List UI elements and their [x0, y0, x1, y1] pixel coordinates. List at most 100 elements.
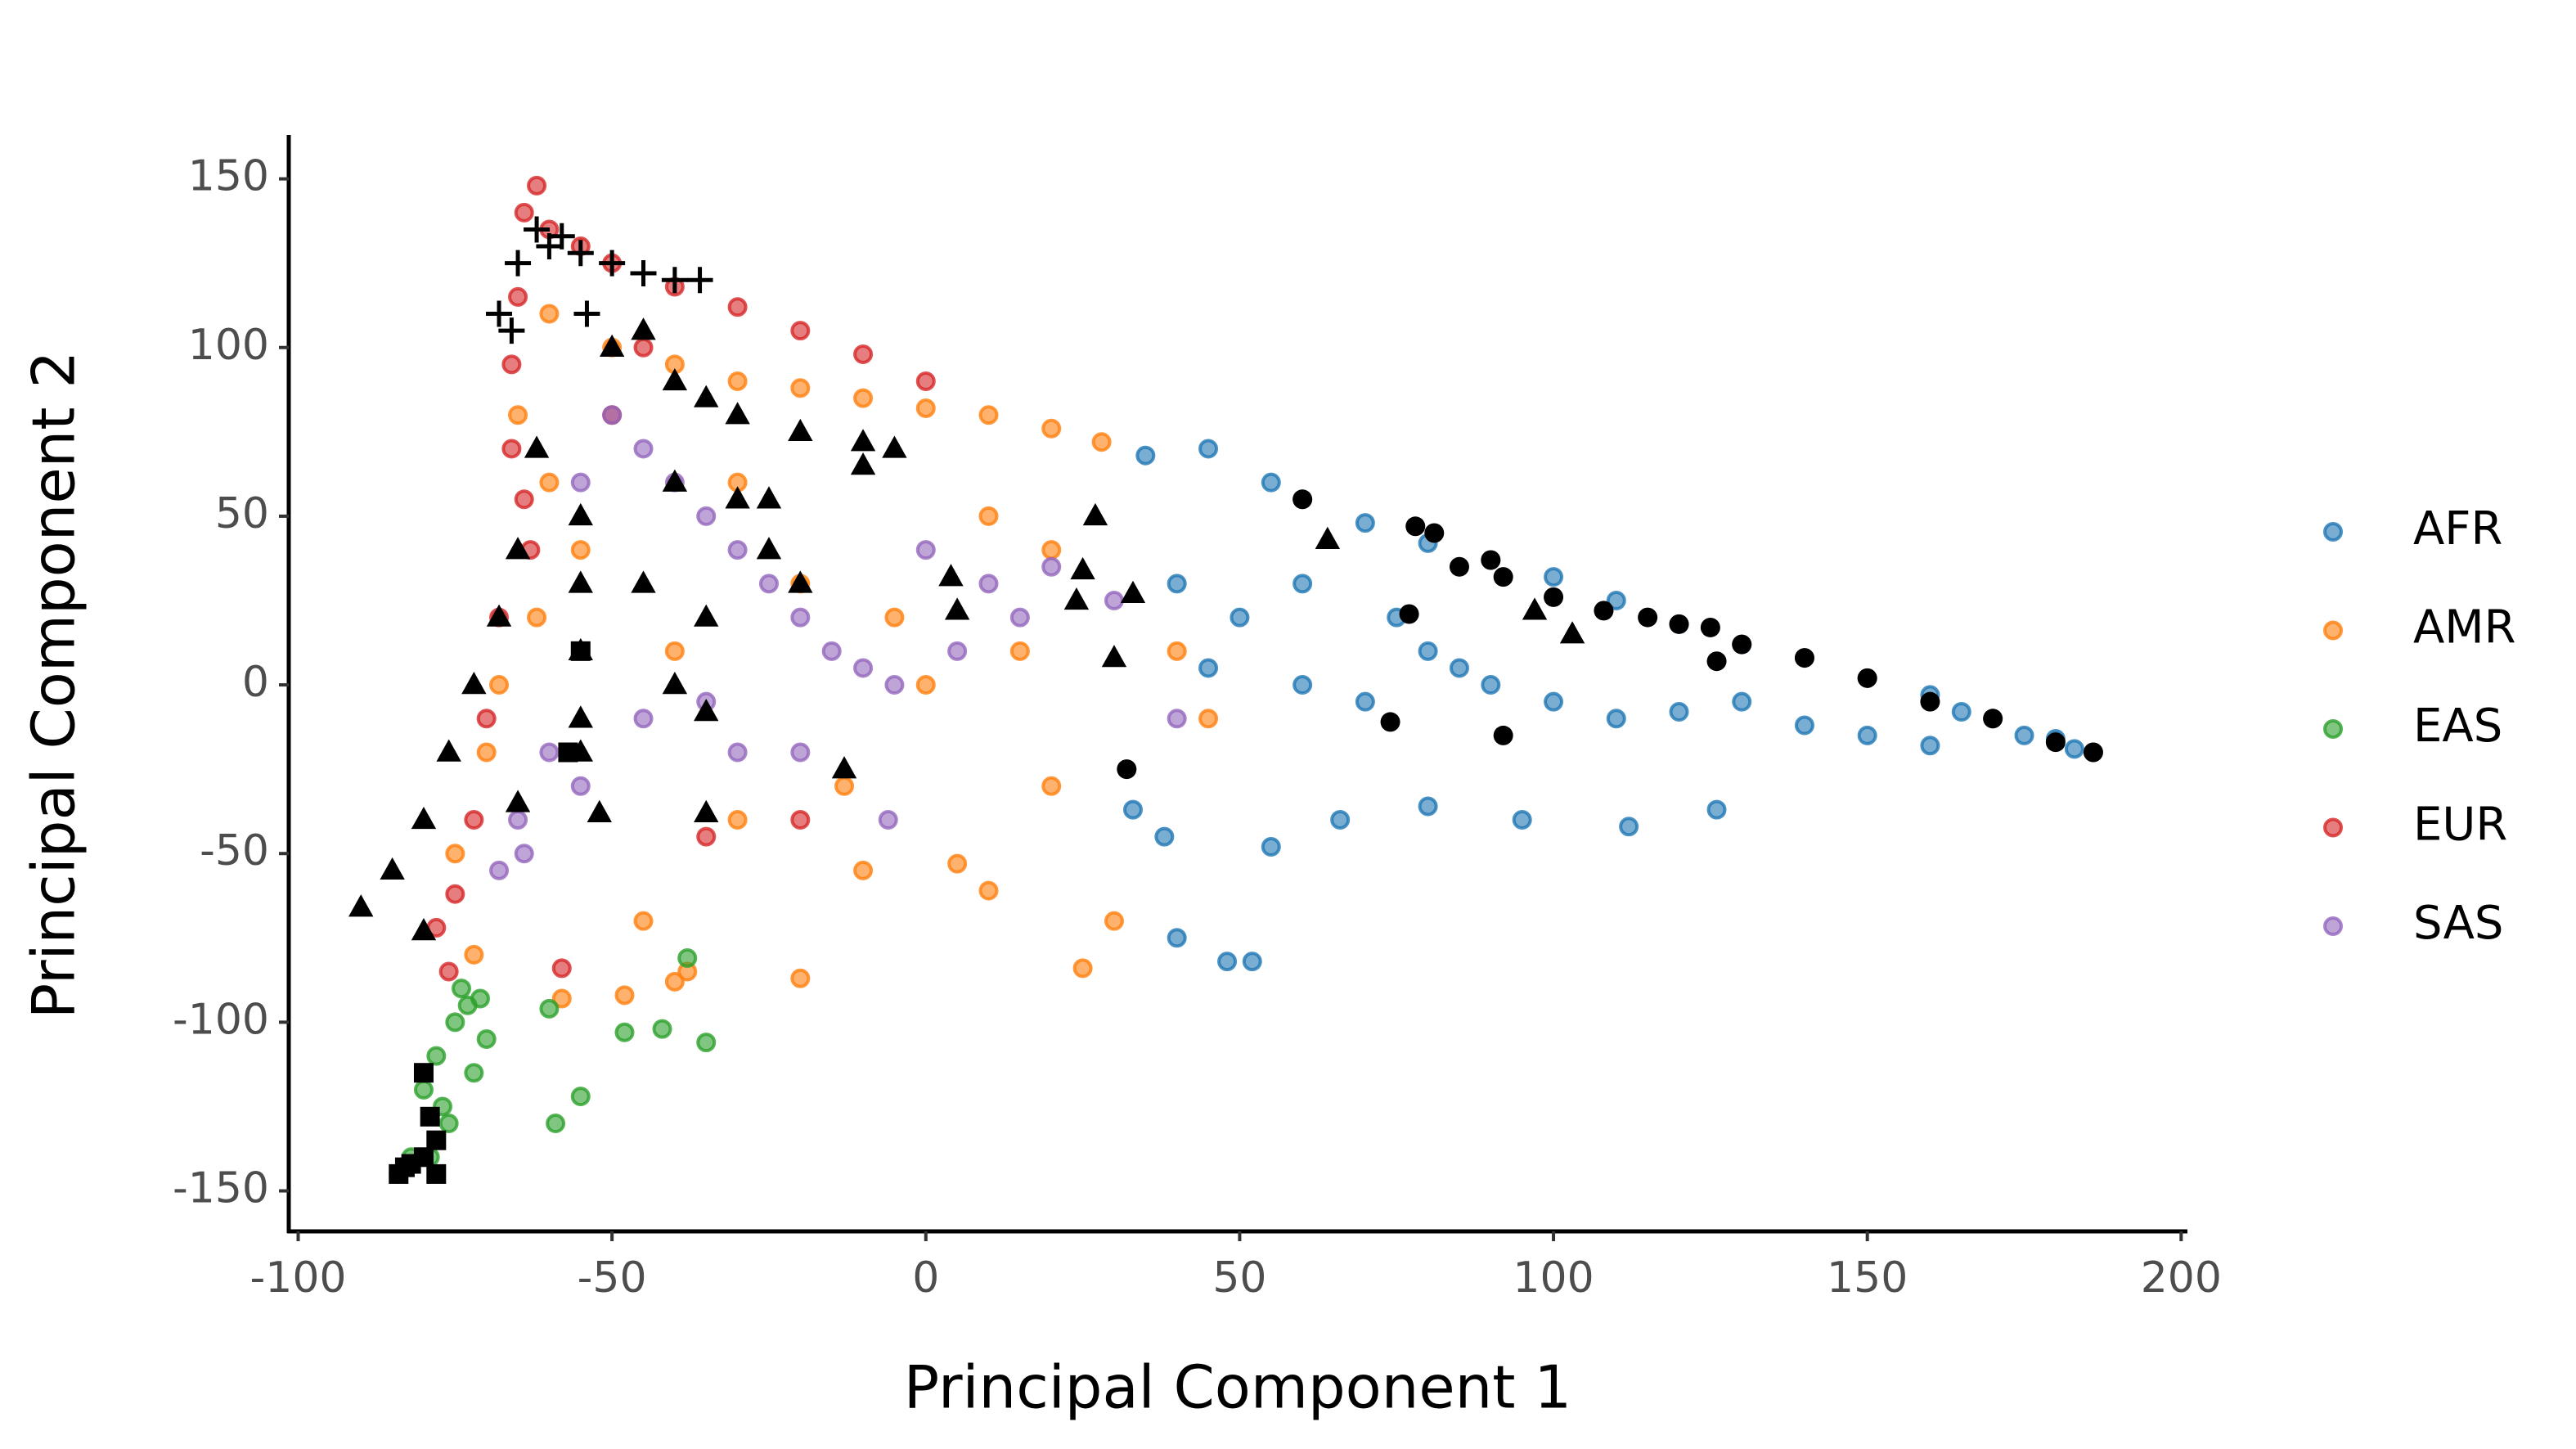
point — [1544, 587, 1564, 607]
point — [850, 452, 876, 475]
point — [662, 469, 688, 492]
point — [568, 502, 593, 526]
point — [1619, 817, 1639, 837]
point — [426, 1163, 447, 1184]
point — [915, 675, 936, 695]
point — [1481, 675, 1501, 695]
point — [1198, 658, 1219, 678]
point — [411, 806, 437, 830]
point — [2045, 732, 2066, 753]
point — [470, 988, 491, 1009]
point — [1009, 607, 1030, 628]
point — [853, 344, 874, 364]
point — [664, 971, 685, 992]
point — [790, 968, 811, 988]
point — [694, 799, 719, 822]
point — [915, 398, 936, 418]
point — [539, 472, 560, 493]
point — [1920, 736, 1940, 756]
point — [978, 506, 999, 526]
point — [1072, 958, 1093, 979]
point — [498, 317, 525, 344]
point — [790, 742, 811, 763]
point — [661, 267, 688, 294]
point — [1167, 928, 1187, 948]
point — [696, 506, 717, 526]
point — [1070, 556, 1095, 580]
point — [505, 250, 532, 277]
legend-swatch — [2323, 522, 2343, 542]
point — [1449, 556, 1469, 577]
legend-swatch — [2323, 817, 2343, 838]
point — [1857, 668, 1877, 688]
point — [539, 304, 560, 324]
point — [1154, 826, 1175, 847]
point — [1559, 621, 1585, 644]
point — [790, 809, 811, 830]
point — [1380, 712, 1400, 732]
point — [831, 756, 857, 779]
point — [1355, 691, 1375, 712]
series — [348, 317, 1585, 941]
point — [394, 1157, 415, 1177]
point — [758, 574, 779, 594]
point — [790, 378, 811, 398]
point — [445, 1012, 465, 1033]
point — [570, 1087, 591, 1107]
point — [486, 300, 513, 327]
point — [476, 709, 497, 729]
point — [558, 742, 578, 763]
x-tick-label: 50 — [1212, 1253, 1266, 1303]
point — [1732, 691, 1752, 712]
legend-label: AFR — [2413, 502, 2502, 556]
point — [1009, 641, 1030, 661]
point — [662, 672, 688, 695]
point — [476, 1028, 497, 1049]
point — [514, 844, 534, 864]
point — [524, 435, 550, 458]
point — [1857, 725, 1877, 745]
point — [1101, 645, 1127, 668]
point — [614, 1022, 635, 1042]
point — [633, 709, 654, 729]
point — [445, 844, 465, 864]
point — [850, 429, 876, 452]
point — [570, 641, 591, 661]
point — [947, 641, 968, 661]
point — [1638, 607, 1658, 628]
point — [756, 537, 782, 560]
point — [821, 641, 842, 661]
point — [725, 402, 750, 425]
x-tick-label: 0 — [912, 1253, 939, 1303]
point — [633, 911, 654, 931]
point — [1983, 709, 2003, 729]
point — [1951, 702, 1971, 722]
point — [1606, 709, 1626, 729]
series — [489, 405, 1187, 880]
point — [694, 385, 719, 407]
point — [853, 860, 874, 880]
point — [664, 641, 685, 661]
series — [486, 216, 713, 344]
point — [599, 334, 625, 357]
point — [489, 675, 510, 695]
point — [501, 439, 522, 459]
x-tick-label: -100 — [250, 1253, 347, 1303]
point — [476, 742, 497, 763]
x-tick-label: 100 — [1513, 1253, 1594, 1303]
point — [1449, 658, 1469, 678]
point — [790, 321, 811, 341]
point — [1041, 418, 1062, 439]
point — [1355, 513, 1375, 533]
point — [587, 799, 612, 822]
point — [1122, 799, 1143, 820]
point — [790, 607, 811, 628]
point — [1104, 590, 1124, 610]
point — [551, 988, 572, 1009]
point — [1292, 489, 1313, 510]
point — [727, 297, 748, 317]
series — [389, 641, 591, 1184]
point — [884, 607, 905, 628]
point — [1794, 648, 1814, 668]
